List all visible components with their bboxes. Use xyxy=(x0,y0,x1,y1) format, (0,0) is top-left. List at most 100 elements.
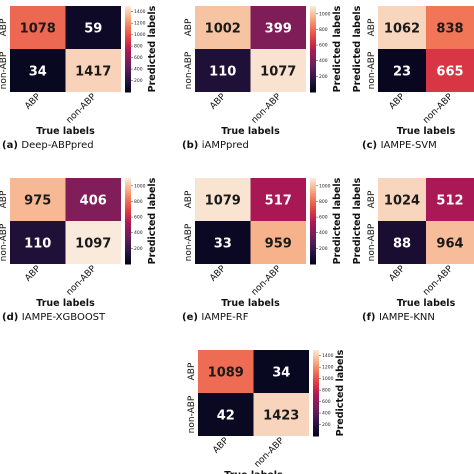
colorbar-segment xyxy=(125,72,131,76)
colorbar-tick-label: 1000 xyxy=(134,32,146,38)
cell-1-1 xyxy=(426,49,474,92)
cell-value: 1077 xyxy=(260,65,296,80)
colorbar-segment xyxy=(125,201,131,205)
colorbar-segment xyxy=(125,87,131,91)
colorbar-segment xyxy=(125,53,131,56)
colorbar-segment xyxy=(125,240,131,243)
colorbar-tick-label: 1000 xyxy=(134,183,146,189)
colorbar-segment xyxy=(310,182,316,185)
colorbar-segment xyxy=(310,251,316,254)
colorbar-segment xyxy=(310,64,316,67)
colorbar-segment xyxy=(310,6,316,9)
x-tick-label: non-ABP xyxy=(250,264,284,298)
colorbar-segment xyxy=(313,414,319,418)
caption-letter: (f) xyxy=(362,312,379,323)
cell-value: 1062 xyxy=(384,22,420,37)
colorbar-segment xyxy=(313,371,319,375)
x-axis-label: True labels xyxy=(397,126,456,137)
cell-1-0 xyxy=(378,221,426,264)
x-tick-label: non-ABP xyxy=(421,264,455,298)
colorbar-tick-label: 400 xyxy=(322,411,331,417)
colorbar-segment xyxy=(310,55,316,59)
colorbar-segment xyxy=(125,203,131,207)
colorbar-segment xyxy=(310,29,316,33)
colorbar-segment xyxy=(310,79,316,82)
y-axis-label: Predicted labels xyxy=(352,5,363,92)
cell-value: 110 xyxy=(209,65,236,80)
colorbar-segment xyxy=(125,195,131,198)
cell-1-1 xyxy=(253,393,309,436)
colorbar-segment xyxy=(313,350,319,353)
colorbar-segment xyxy=(125,42,131,46)
colorbar-segment xyxy=(310,186,316,190)
colorbar-segment xyxy=(125,261,131,265)
colorbar-segment xyxy=(310,199,316,203)
cell-1-1 xyxy=(65,49,121,92)
colorbar-tick-label: 200 xyxy=(319,246,328,252)
colorbar-segment xyxy=(310,49,316,52)
cell-1-1 xyxy=(65,221,121,264)
x-tick-label: ABP xyxy=(387,92,407,112)
cell-0-1 xyxy=(65,178,121,221)
colorbar-segment xyxy=(310,66,316,69)
cell-1-0 xyxy=(10,221,66,264)
colorbar-segment xyxy=(310,72,316,76)
colorbar-segment xyxy=(310,18,316,22)
cell-value: 59 xyxy=(84,22,102,37)
colorbar-segment xyxy=(310,195,316,198)
colorbar-tick-label: 1000 xyxy=(322,376,334,382)
caption-name: iAMPpred xyxy=(202,140,249,151)
colorbar-segment xyxy=(313,382,319,385)
colorbar-segment xyxy=(313,369,319,372)
colorbar-segment xyxy=(125,16,131,20)
colorbar-segment xyxy=(125,29,131,33)
colorbar-segment xyxy=(310,57,316,61)
colorbar-segment xyxy=(310,53,316,56)
colorbar-segment xyxy=(310,201,316,205)
colorbar-tick-label: 200 xyxy=(134,246,143,252)
colorbar-segment xyxy=(313,354,319,357)
x-axis-label: True labels xyxy=(36,126,95,137)
colorbar-segment xyxy=(125,205,131,209)
colorbar-segment xyxy=(125,251,131,254)
colorbar-segment xyxy=(310,253,316,256)
colorbar-segment xyxy=(125,212,131,216)
colorbar-segment xyxy=(125,180,131,183)
colorbar-segment xyxy=(125,184,131,188)
colorbar-segment xyxy=(125,197,131,200)
caption-name: IAMPE-XGBOOST xyxy=(22,312,106,323)
colorbar-segment xyxy=(125,57,131,61)
colorbar-segment xyxy=(310,233,316,237)
colorbar-segment xyxy=(313,367,319,370)
caption-name: IAMPE-RF xyxy=(201,312,248,323)
cell-value: 964 xyxy=(436,237,463,252)
colorbar-segment xyxy=(313,416,319,420)
cell-0-0 xyxy=(195,6,251,49)
colorbar-segment xyxy=(310,25,316,28)
colorbar-segment xyxy=(310,81,316,84)
colorbar-segment xyxy=(310,12,316,16)
colorbar-segment xyxy=(313,431,319,435)
cell-0-1 xyxy=(426,6,474,49)
y-axis-label: Predicted labels xyxy=(147,177,158,264)
cell-value: 406 xyxy=(80,194,107,209)
colorbar-tick-label: 1000 xyxy=(319,11,331,17)
colorbar-segment xyxy=(313,397,319,400)
y-tick-label: ABP xyxy=(367,190,377,208)
colorbar-segment xyxy=(125,255,131,259)
colorbar-segment xyxy=(310,70,316,74)
y-tick-label: ABP xyxy=(184,190,194,208)
colorbar-segment xyxy=(310,76,316,80)
colorbar-segment xyxy=(310,42,316,46)
colorbar-segment xyxy=(310,197,316,200)
colorbar-segment xyxy=(125,38,131,41)
colorbar-segment xyxy=(125,55,131,59)
cell-value: 959 xyxy=(265,237,292,252)
colorbar-segment xyxy=(125,259,131,263)
colorbar-tick-label: 1400 xyxy=(322,353,334,359)
colorbar-segment xyxy=(125,218,131,222)
cell-0-0 xyxy=(195,178,251,221)
colorbar-segment xyxy=(313,399,319,403)
